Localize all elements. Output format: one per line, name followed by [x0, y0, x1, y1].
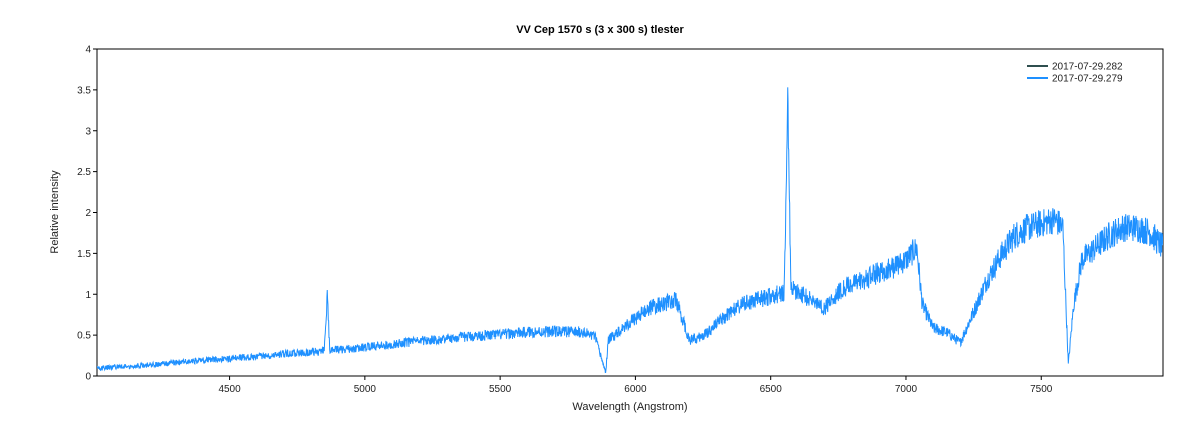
legend-entry: 2017-07-29.282 [1052, 62, 1123, 73]
y-tick-label: 3.5 [77, 85, 91, 96]
x-tick-label: 6500 [760, 384, 783, 395]
y-tick-label: 2.5 [77, 167, 91, 178]
x-tick-label: 5500 [489, 384, 512, 395]
series-line [97, 87, 1163, 374]
plot-area: 0 0.5 1 1.5 2 2.5 3 3.5 4 4500 5000 5500 6000 6500 700… [77, 45, 1164, 395]
y-tick-label: 0 [85, 372, 91, 383]
y-tick-label: 1 [85, 290, 91, 301]
chart-title: VV Cep 1570 s (3 x 300 s) tlester [516, 24, 684, 36]
x-tick-label: 6000 [624, 384, 647, 395]
x-tick-label: 5000 [354, 384, 377, 395]
x-tick-label: 7000 [895, 384, 918, 395]
x-axis-label: Wavelength (Angstrom) [572, 401, 687, 413]
y-tick-label: 1.5 [77, 249, 91, 260]
y-tick-label: 2 [85, 208, 91, 219]
y-tick-label: 0.5 [77, 331, 91, 342]
x-tick-label: 4500 [218, 384, 241, 395]
legend-entry: 2017-07-29.279 [1052, 74, 1123, 85]
y-tick-label: 3 [85, 126, 91, 137]
x-tick-label: 7500 [1030, 384, 1053, 395]
y-axis-label: Relative intensity [49, 170, 61, 254]
y-tick-label: 4 [85, 45, 91, 56]
